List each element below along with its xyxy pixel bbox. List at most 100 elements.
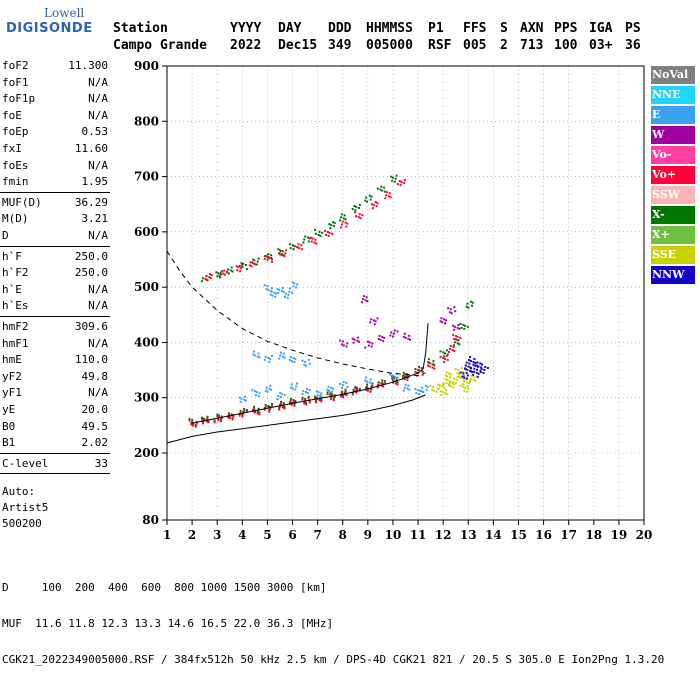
data-point-nnw <box>480 367 483 370</box>
data-point-vo- <box>428 365 431 368</box>
data-point-vo- <box>245 410 248 413</box>
param-name: hmF2 <box>2 320 29 333</box>
data-point-vo- <box>399 184 402 187</box>
data-point-x- <box>330 224 333 227</box>
header-value-10: 03+ <box>589 38 613 53</box>
data-point-e <box>402 389 405 392</box>
data-point-w <box>456 326 459 329</box>
data-point-vo- <box>324 233 327 236</box>
data-point-e <box>389 373 392 376</box>
data-point-sse <box>458 375 461 378</box>
data-point-x- <box>289 398 292 401</box>
data-point-vo- <box>405 375 408 378</box>
data-point-x- <box>288 243 291 246</box>
data-point-vo- <box>366 385 369 388</box>
data-point-x- <box>303 400 306 403</box>
data-point-vo- <box>254 263 257 266</box>
param-name: M(D) <box>2 212 29 226</box>
data-point-x- <box>466 302 469 305</box>
param-name: foEs <box>2 158 29 172</box>
data-point-x- <box>288 401 291 404</box>
header-value-4: 005000 <box>366 38 413 53</box>
ionogram-chart: 1 2 3 4 5 6 7 8 9 10 11 12 13 14 15 16 17 18 19 20802003004… <box>134 59 652 542</box>
data-point-x- <box>263 407 266 410</box>
y-tick-label: 900 <box>134 59 159 73</box>
data-point-vo- <box>387 195 390 198</box>
data-point-w <box>340 343 343 346</box>
data-point-sse <box>444 374 447 377</box>
data-point-x- <box>462 323 465 326</box>
data-point-w <box>356 339 359 342</box>
data-point-x- <box>230 266 233 269</box>
data-point-vo- <box>263 408 266 411</box>
y-tick-label: 200 <box>134 446 159 460</box>
data-point-x- <box>219 273 222 276</box>
data-point-e <box>276 397 279 400</box>
data-point-vo- <box>313 241 316 244</box>
data-point-x- <box>293 403 296 406</box>
data-point-sse <box>454 381 457 384</box>
data-point-sse <box>440 394 443 397</box>
data-point-x- <box>257 407 260 410</box>
data-point-sse <box>437 387 440 390</box>
legend-item-x-: X- <box>651 206 695 224</box>
data-point-e <box>406 387 409 390</box>
data-point-x- <box>264 404 267 407</box>
data-point-sse <box>463 389 466 392</box>
data-point-e <box>301 393 304 396</box>
data-point-x- <box>470 300 473 303</box>
data-point-vo- <box>344 390 347 393</box>
data-point-nnw <box>482 371 485 374</box>
data-point-sse <box>441 385 444 388</box>
data-point-e <box>370 382 373 385</box>
data-point-vo- <box>250 265 253 268</box>
data-point-x- <box>354 208 357 211</box>
header-label-4: HHMMSS <box>366 21 413 36</box>
data-point-vo- <box>188 419 191 422</box>
data-point-nnw <box>473 367 476 370</box>
data-point-sse <box>460 367 463 370</box>
data-point-vo- <box>301 398 304 401</box>
data-point-x- <box>353 204 356 207</box>
data-point-x- <box>355 205 358 208</box>
data-point-x- <box>241 413 244 416</box>
y-tick-label: 600 <box>134 225 159 239</box>
data-point-vo- <box>263 257 266 260</box>
data-point-vo- <box>258 413 261 416</box>
data-point-vo- <box>376 386 379 389</box>
data-point-e <box>270 388 273 391</box>
data-point-e <box>301 359 304 362</box>
y-tick-label: 80 <box>142 513 159 527</box>
data-point-nnw <box>483 368 486 371</box>
y-tick-label: 800 <box>134 114 159 128</box>
data-point-x- <box>304 235 307 238</box>
data-point-x- <box>190 421 193 424</box>
param-name: B1 <box>2 436 16 450</box>
data-point-x- <box>307 240 310 243</box>
data-point-e <box>331 387 334 390</box>
param-separator <box>0 316 110 317</box>
data-point-x- <box>391 179 394 182</box>
footer-file-line: CGK21_2022349005000.RSF / 384fx512h 50 k… <box>2 653 665 666</box>
data-point-vo- <box>333 396 336 399</box>
data-point-nnw <box>479 370 482 373</box>
data-point-x- <box>381 189 384 192</box>
data-point-vo- <box>248 264 251 267</box>
footer-distance-line: D 100 200 400 600 800 1000 1500 3000 [km… <box>2 581 327 594</box>
data-point-w <box>379 338 382 341</box>
data-point-x- <box>459 322 462 325</box>
param-name: B0 <box>2 419 16 433</box>
data-point-e <box>274 295 277 298</box>
data-point-sse <box>436 387 439 390</box>
data-point-vo- <box>253 407 256 410</box>
data-point-vo- <box>296 246 299 249</box>
data-point-e <box>292 285 295 288</box>
data-point-nnw <box>466 369 469 372</box>
data-point-vo- <box>442 356 445 359</box>
data-point-e <box>305 388 308 391</box>
data-point-e <box>424 384 427 387</box>
data-point-vo- <box>400 181 403 184</box>
data-point-vo- <box>285 249 288 252</box>
data-point-x- <box>340 390 343 393</box>
param-value: 2.02 <box>81 436 109 450</box>
